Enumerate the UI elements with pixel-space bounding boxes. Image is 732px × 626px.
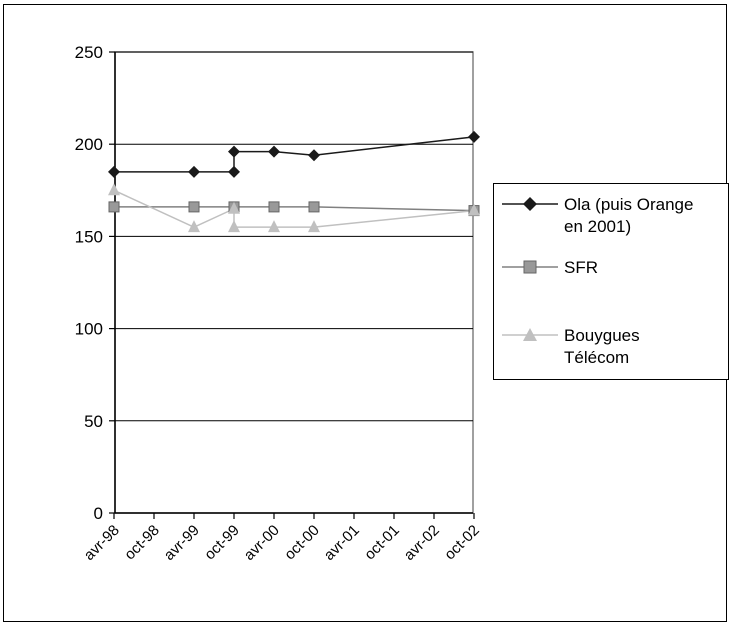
x-tick-label: oct-00 — [281, 522, 323, 564]
square-marker-icon — [502, 260, 558, 274]
series-line-1 — [114, 206, 475, 212]
y-tick-label: 200 — [75, 135, 103, 154]
x-tick-label: avr-02 — [401, 522, 443, 564]
data-point-triangle — [268, 220, 280, 233]
data-point-triangle — [108, 183, 120, 196]
x-tick-label: oct-02 — [441, 522, 483, 564]
legend-label-bouygues: Bouygues Télécom — [564, 325, 726, 369]
data-point-square — [268, 201, 280, 213]
legend-label-sfr: SFR — [564, 257, 726, 279]
y-tick-label: 150 — [75, 227, 103, 246]
legend-label-bouygues-line1: Bouygues — [564, 326, 640, 345]
data-point-triangle — [308, 220, 320, 233]
data-point-triangle — [228, 201, 240, 214]
series-markers — [108, 130, 480, 233]
data-point-diamond — [228, 145, 240, 158]
x-tick-label: avr-99 — [161, 522, 203, 564]
legend-label-ola: Ola (puis Orange en 2001) — [564, 194, 726, 238]
x-tick-label: oct-01 — [361, 522, 403, 564]
y-tick-label: 0 — [94, 504, 103, 523]
legend-label-ola-line2: en 2001) — [564, 217, 632, 236]
data-point-square — [188, 201, 200, 213]
x-tick-label: oct-98 — [121, 522, 163, 564]
legend: Ola (puis Orange en 2001) SFR Bouygues T… — [493, 183, 729, 380]
diamond-marker-icon — [502, 197, 558, 211]
plot-area — [114, 51, 474, 514]
data-point-square — [108, 201, 120, 213]
y-tick-label: 250 — [75, 43, 103, 62]
y-tick-label: 50 — [84, 412, 103, 431]
x-tick-label: oct-99 — [201, 522, 243, 564]
data-point-triangle — [228, 220, 240, 233]
legend-label-bouygues-line2: Télécom — [564, 348, 630, 367]
x-tick-label: avr-98 — [81, 522, 123, 564]
data-point-diamond — [308, 149, 320, 162]
data-point-triangle — [468, 203, 480, 216]
legend-item-bouygues: Bouygues Télécom — [494, 325, 730, 375]
data-point-diamond — [468, 130, 480, 143]
data-point-diamond — [228, 165, 240, 178]
data-point-diamond — [268, 145, 280, 158]
x-tick-label: avr-01 — [321, 522, 363, 564]
legend-item-sfr: SFR — [494, 257, 730, 283]
legend-item-ola: Ola (puis Orange en 2001) — [494, 194, 730, 244]
data-point-diamond — [188, 165, 200, 178]
x-tick-label: avr-00 — [241, 522, 283, 564]
data-point-square — [308, 201, 320, 213]
legend-label-sfr-line1: SFR — [564, 258, 598, 277]
data-point-triangle — [188, 220, 200, 233]
triangle-marker-icon — [502, 328, 558, 341]
legend-label-ola-line1: Ola (puis Orange — [564, 195, 694, 214]
y-tick-label: 100 — [75, 320, 103, 339]
data-point-diamond — [108, 165, 120, 178]
